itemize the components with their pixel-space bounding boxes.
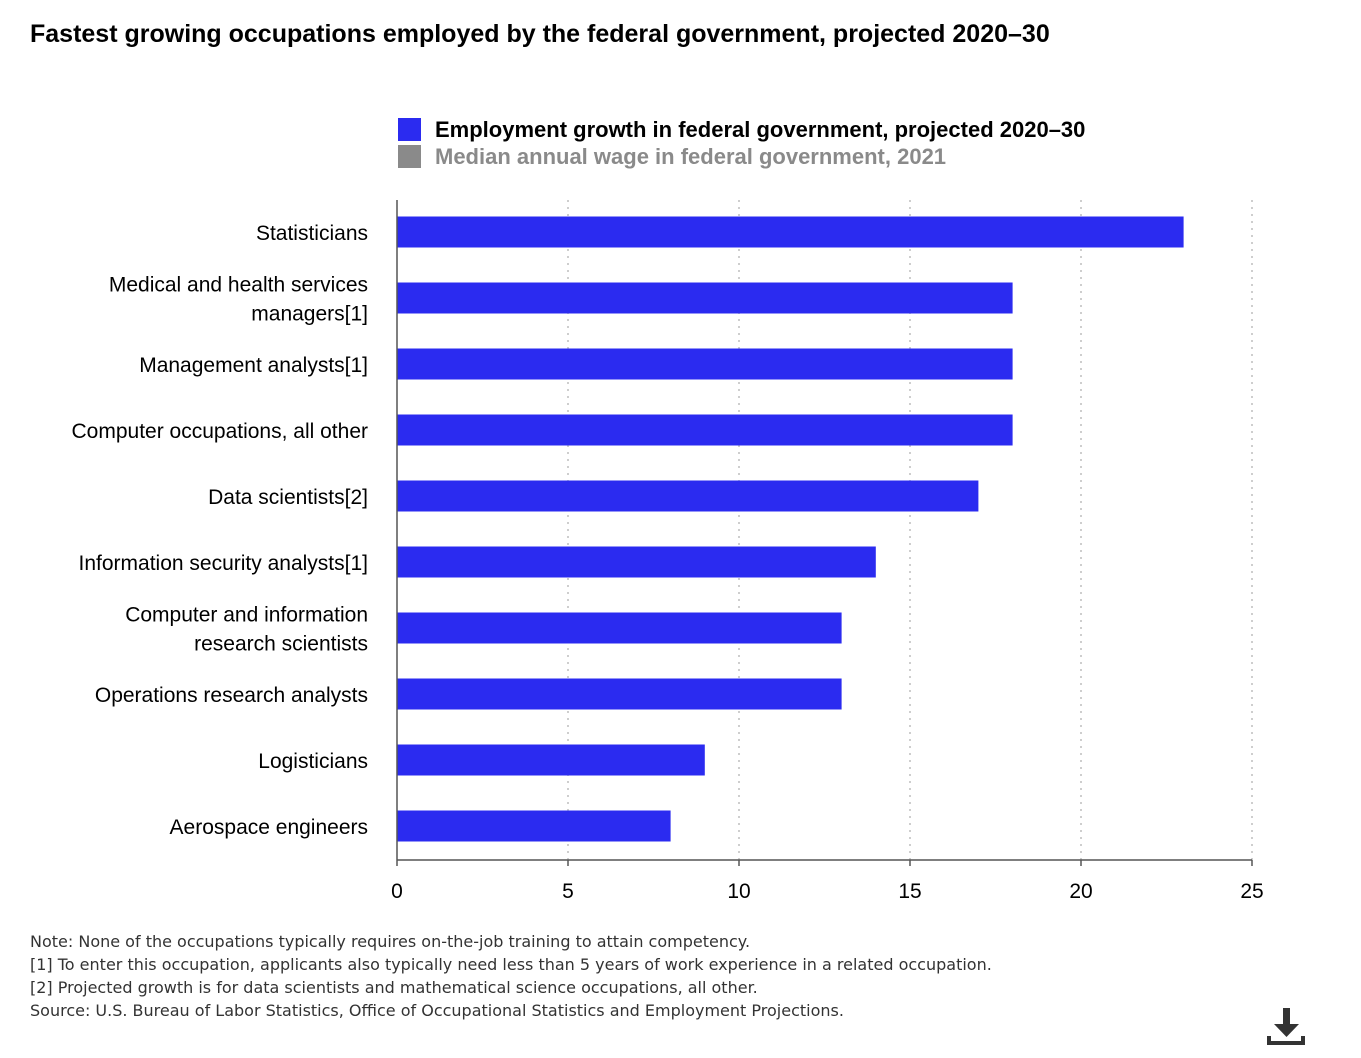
note-line: [1] To enter this occupation, applicants… xyxy=(30,955,992,974)
bar-chart: Statisticians Medical and health services… xyxy=(72,200,1264,903)
x-tick-label: 25 xyxy=(1240,880,1263,903)
category-label: research scientists xyxy=(194,633,368,656)
x-tick-label: 0 xyxy=(391,880,403,903)
download-icon-glyph xyxy=(1267,1008,1305,1045)
legend: Employment growth in federal government,… xyxy=(398,116,1085,170)
source-line: Source: U.S. Bureau of Labor Statistics,… xyxy=(30,1001,844,1020)
category-label: Logisticians xyxy=(258,750,368,773)
bar xyxy=(397,348,1013,380)
category-label: Data scientists[2] xyxy=(208,486,368,509)
x-tick-label: 15 xyxy=(898,880,921,903)
category-label: Management analysts[1] xyxy=(139,354,368,377)
legend-label: Median annual wage in federal government… xyxy=(435,143,947,169)
category-label: Statisticians xyxy=(256,222,368,245)
bar xyxy=(397,414,1013,446)
bar xyxy=(397,282,1013,314)
legend-item-employment-growth[interactable]: Employment growth in federal government,… xyxy=(398,116,1085,143)
bar xyxy=(397,810,671,842)
bar xyxy=(397,612,842,644)
x-tick-label: 20 xyxy=(1069,880,1092,903)
category-label: Aerospace engineers xyxy=(170,816,368,839)
bar xyxy=(397,744,705,776)
legend-label: Employment growth in federal government,… xyxy=(435,116,1086,142)
category-label: Computer and information xyxy=(125,604,368,627)
legend-item-median-wage[interactable]: Median annual wage in federal government… xyxy=(398,143,1085,170)
category-label: managers[1] xyxy=(251,303,368,326)
legend-swatch xyxy=(398,145,421,168)
bar xyxy=(397,678,842,710)
footnotes: Note: None of the occupations typically … xyxy=(30,930,992,1022)
x-tick-label: 10 xyxy=(727,880,750,903)
chart-title: Fastest growing occupations employed by … xyxy=(30,20,1050,48)
x-tick-label: 5 xyxy=(562,880,574,903)
category-label: Information security analysts[1] xyxy=(79,552,368,575)
bar xyxy=(397,216,1184,248)
download-icon[interactable] xyxy=(1264,1006,1308,1050)
category-label: Operations research analysts xyxy=(95,684,368,707)
bar xyxy=(397,480,979,512)
note-line: Note: None of the occupations typically … xyxy=(30,932,751,951)
category-label: Computer occupations, all other xyxy=(72,420,369,443)
category-label: Medical and health services xyxy=(109,274,368,297)
legend-swatch xyxy=(398,118,421,141)
note-line: [2] Projected growth is for data scienti… xyxy=(30,978,758,997)
bar xyxy=(397,546,876,578)
